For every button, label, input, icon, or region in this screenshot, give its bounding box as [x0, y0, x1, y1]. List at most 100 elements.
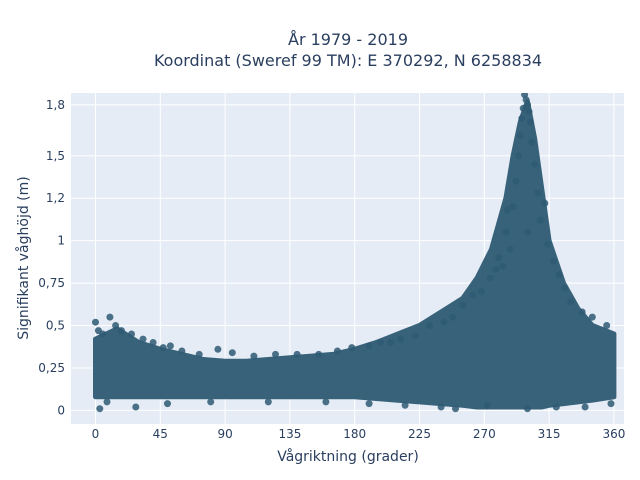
data-point — [387, 339, 395, 346]
data-point — [96, 405, 104, 413]
data-point — [567, 298, 575, 306]
y-axis-title: Signifikant våghöjd (m) — [15, 176, 32, 339]
data-point — [272, 350, 279, 358]
y-tick-label: 1,5 — [46, 149, 65, 163]
x-tick-label: 360 — [602, 427, 625, 441]
data-point — [531, 160, 539, 168]
data-point — [139, 335, 147, 343]
data-point — [555, 271, 563, 279]
data-point — [515, 152, 523, 160]
data-point — [588, 313, 596, 321]
data-point — [502, 228, 510, 236]
data-point — [293, 350, 301, 358]
data-point — [512, 177, 520, 185]
data-point — [509, 203, 517, 211]
data-point — [106, 313, 114, 321]
y-tick-label: 0 — [57, 403, 65, 417]
data-point — [112, 322, 120, 329]
data-point — [469, 291, 477, 299]
data-point — [537, 216, 544, 224]
data-point — [166, 342, 174, 350]
data-point — [178, 347, 186, 355]
data-point — [486, 274, 494, 282]
data-point — [518, 115, 526, 122]
data-point — [401, 401, 409, 409]
data-point — [503, 206, 511, 214]
data-point — [541, 199, 549, 207]
data-point — [492, 266, 500, 273]
data-point — [495, 254, 503, 262]
x-tick-label: 270 — [473, 427, 496, 441]
data-point — [264, 398, 272, 406]
x-tick-label: 225 — [408, 427, 431, 441]
x-axis-ticks: 0 45 90 135 180 225 270 315 360 — [92, 427, 626, 441]
data-point — [99, 330, 107, 338]
data-point — [506, 245, 514, 253]
data-point — [103, 398, 111, 406]
y-tick-label: 1,2 — [46, 191, 65, 205]
x-tick-label: 135 — [278, 427, 301, 441]
data-point — [603, 322, 611, 329]
y-axis-ticks: 0 0,25 0,5 0,75 1 1,2 1,5 1,8 — [38, 98, 65, 418]
data-point — [561, 284, 569, 292]
data-point — [207, 398, 215, 406]
data-point — [516, 131, 524, 139]
data-point — [581, 403, 589, 411]
data-point — [322, 398, 330, 406]
y-tick-label: 0,25 — [38, 361, 65, 375]
data-point — [534, 189, 542, 197]
data-point — [552, 403, 560, 411]
data-point — [195, 350, 203, 358]
data-point — [315, 350, 323, 358]
data-point — [228, 349, 236, 357]
data-point — [250, 352, 258, 360]
data-point — [483, 401, 491, 409]
data-point — [426, 322, 434, 329]
data-point — [578, 308, 586, 316]
data-point — [377, 339, 385, 346]
data-point — [397, 335, 405, 343]
data-point — [411, 332, 419, 340]
x-tick-label: 45 — [153, 427, 168, 441]
scatter-points — [92, 93, 615, 413]
chart-title: År 1979 - 2019 — [288, 30, 408, 49]
x-tick-label: 90 — [217, 427, 232, 441]
x-tick-label: 0 — [92, 427, 100, 441]
data-point — [164, 400, 171, 408]
data-point — [214, 345, 222, 353]
data-point — [449, 313, 457, 321]
x-tick-label: 180 — [343, 427, 366, 441]
data-point — [544, 240, 552, 248]
data-point — [132, 403, 140, 411]
data-point — [440, 318, 448, 326]
data-point — [525, 108, 533, 116]
x-tick-label: 315 — [538, 427, 561, 441]
data-point — [365, 342, 373, 350]
data-point — [117, 327, 125, 335]
y-tick-label: 1,8 — [46, 98, 65, 112]
data-point — [607, 400, 615, 408]
chart-subtitle: Koordinat (Sweref 99 TM): E 370292, N 62… — [154, 51, 542, 70]
data-point — [92, 318, 99, 326]
data-point — [159, 344, 167, 352]
data-point — [528, 138, 536, 146]
x-axis-title: Vågriktning (grader) — [277, 448, 419, 465]
data-point — [549, 257, 557, 265]
data-point — [365, 400, 373, 408]
data-point — [524, 405, 531, 413]
data-point — [526, 118, 534, 126]
data-point — [477, 288, 485, 296]
data-point — [519, 104, 527, 112]
y-tick-label: 1 — [57, 234, 65, 248]
data-point — [128, 330, 135, 338]
y-tick-label: 0,5 — [46, 319, 65, 333]
data-point — [524, 228, 531, 236]
y-tick-label: 0,75 — [38, 276, 65, 290]
data-point — [452, 405, 459, 413]
data-point — [437, 403, 445, 411]
data-point — [348, 344, 356, 352]
data-point — [459, 301, 467, 309]
data-point — [499, 262, 507, 270]
data-point — [333, 347, 341, 355]
